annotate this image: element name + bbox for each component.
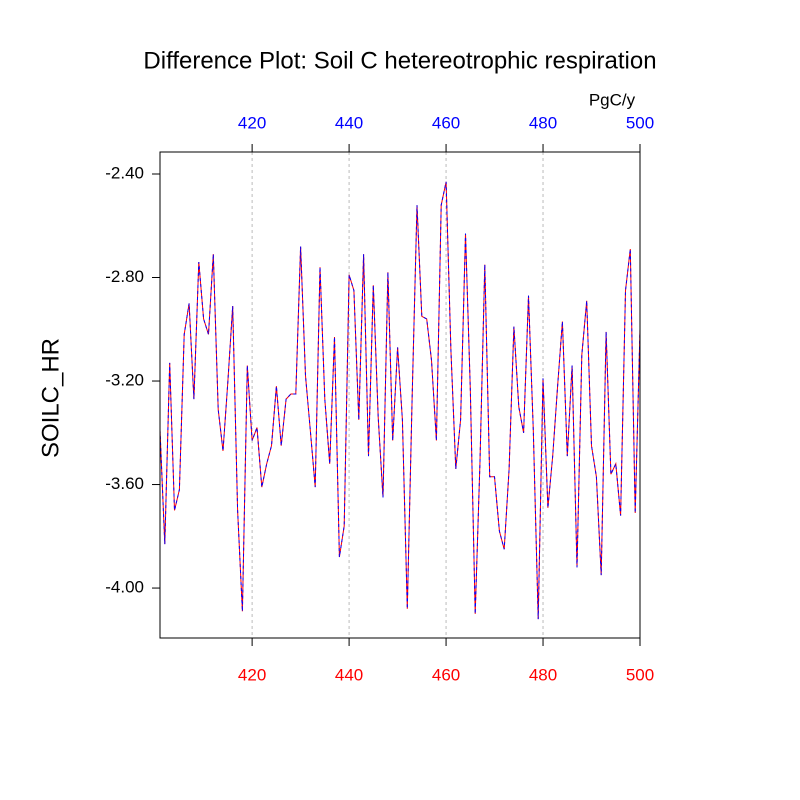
y-tick-label: -2.40 [105, 163, 144, 182]
x-tick-label: 500 [626, 665, 654, 684]
y-tick-label: -3.60 [105, 474, 144, 493]
data-line [159, 181, 641, 620]
x-tick-label: 440 [335, 665, 363, 684]
x-tick-label-top: 460 [432, 113, 460, 132]
y-tick-label: -2.80 [105, 267, 144, 286]
data-line [159, 181, 641, 620]
x-tick-label-top: 420 [238, 113, 266, 132]
x-tick-label-top: 480 [529, 113, 557, 132]
y-tick-label: -4.00 [105, 578, 144, 597]
x-tick-label: 420 [238, 665, 266, 684]
y-axis-label: SOILC_HR [37, 338, 64, 458]
x-tick-label: 480 [529, 665, 557, 684]
top-axis-label: PgC/y [589, 90, 636, 109]
chart-title: Difference Plot: Soil C hetereotrophic r… [143, 47, 656, 74]
y-tick-label: -3.20 [105, 371, 144, 390]
x-tick-label: 460 [432, 665, 460, 684]
x-tick-label-top: 440 [335, 113, 363, 132]
plot-frame [159, 151, 641, 639]
x-tick-label-top: 500 [626, 113, 654, 132]
